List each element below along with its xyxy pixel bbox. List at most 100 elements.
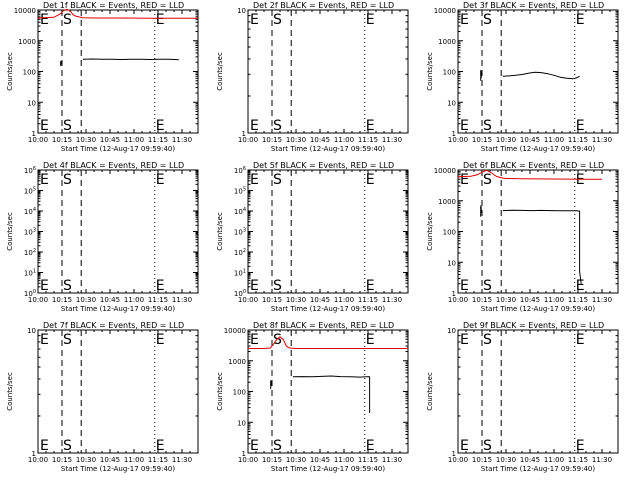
marker-label: S (483, 278, 492, 294)
x-axis-label: Start Time (12-Aug-17 09:59:40) (271, 465, 385, 473)
x-tick-label: 11:30 (592, 296, 612, 304)
y-tick-label: 101 (234, 269, 246, 278)
marker-label: E (366, 118, 375, 134)
y-tick-label: 10000 (434, 167, 456, 175)
x-tick-label: 10:15 (52, 456, 72, 464)
x-tick-label: 11:15 (148, 136, 168, 144)
x-tick-label: 10:45 (310, 296, 330, 304)
x-tick-label: 10:00 (238, 296, 258, 304)
y-axis-label: Counts/sec (426, 52, 434, 91)
panel-title: Det 3f BLACK = Events, RED = LLD (463, 1, 604, 10)
y-tick-label: 100 (24, 289, 36, 298)
y-tick-label: 105 (24, 187, 36, 196)
marker-label: S (63, 172, 72, 188)
x-tick-label: 10:30 (496, 296, 516, 304)
marker-label: E (576, 118, 585, 134)
marker-label: E (460, 332, 469, 348)
events-series-line (82, 58, 179, 61)
panel-det-8: Det 8f BLACK = Events, RED = LLD 10:00 10:… (216, 321, 409, 473)
marker-label: E (156, 172, 165, 188)
x-tick-label: 10:45 (520, 136, 540, 144)
x-tick-label: 10:45 (100, 296, 120, 304)
marker-label: E (576, 438, 585, 454)
y-tick-label: 10 (237, 419, 246, 427)
x-tick-label: 10:45 (100, 456, 120, 464)
y-tick-label: 1 (242, 130, 246, 138)
x-tick-label: 10:15 (262, 456, 282, 464)
x-tick-label: 10:00 (238, 136, 258, 144)
y-tick-label: 100 (233, 389, 246, 397)
marker-label: S (483, 438, 492, 454)
x-axis-label: Start Time (12-Aug-17 09:59:40) (481, 305, 595, 313)
x-tick-label: 11:15 (358, 296, 378, 304)
events-series-line (270, 380, 272, 390)
x-tick-label: 10:00 (448, 456, 468, 464)
marker-label: E (576, 12, 585, 28)
y-axis-label: Counts/sec (216, 212, 224, 251)
marker-label: S (63, 332, 72, 348)
y-axis-label: Counts/sec (6, 52, 14, 91)
marker-label: E (40, 118, 49, 134)
x-axis-label: Start Time (12-Aug-17 09:59:40) (481, 465, 595, 473)
x-tick-label: 11:30 (592, 456, 612, 464)
marker-label: E (156, 12, 165, 28)
y-tick-label: 103 (234, 228, 246, 237)
marker-label: E (156, 278, 165, 294)
marker-label: E (250, 172, 259, 188)
y-tick-label: 1000 (438, 38, 456, 46)
y-tick-label: 1000 (228, 358, 246, 366)
x-axis-label: Start Time (12-Aug-17 09:59:40) (61, 145, 175, 153)
marker-label: E (366, 172, 375, 188)
marker-label: E (40, 12, 49, 28)
x-tick-label: 11:30 (592, 136, 612, 144)
x-tick-label: 10:00 (28, 296, 48, 304)
y-tick-label: 100 (443, 69, 456, 77)
panel-det-9: Det 9f BLACK = Events, RED = LLD 10:00 10:… (426, 321, 619, 473)
x-tick-label: 11:15 (568, 456, 588, 464)
marker-label: S (63, 278, 72, 294)
y-tick-label: 102 (24, 248, 36, 257)
x-tick-label: 11:15 (148, 296, 168, 304)
events-series-line (60, 60, 62, 67)
marker-label: E (40, 438, 49, 454)
x-tick-label: 10:15 (52, 136, 72, 144)
y-tick-label: 10000 (14, 7, 36, 15)
panel-title: Det 5f BLACK = Events, RED = LLD (253, 161, 394, 170)
events-series-line (480, 205, 482, 217)
events-series-line (292, 375, 371, 413)
x-tick-label: 10:15 (262, 296, 282, 304)
y-tick-label: 102 (234, 248, 246, 257)
marker-label: S (483, 12, 492, 28)
panel-title: Det 9f BLACK = Events, RED = LLD (463, 321, 604, 330)
y-tick-label: 106 (24, 166, 36, 175)
marker-label: S (483, 118, 492, 134)
panel-title: Det 2f BLACK = Events, RED = LLD (253, 1, 394, 10)
x-tick-label: 10:00 (448, 296, 468, 304)
panel-title: Det 6f BLACK = Events, RED = LLD (463, 161, 604, 170)
y-tick-label: 1000 (18, 38, 36, 46)
x-tick-label: 10:00 (28, 456, 48, 464)
marker-label: S (273, 332, 282, 348)
marker-label: E (460, 172, 469, 188)
marker-label: E (40, 278, 49, 294)
panel-title: Det 7f BLACK = Events, RED = LLD (43, 321, 184, 330)
marker-label: E (366, 12, 375, 28)
marker-label: E (156, 118, 165, 134)
x-tick-label: 10:45 (310, 136, 330, 144)
x-tick-label: 11:30 (382, 136, 402, 144)
y-tick-label: 1000 (438, 198, 456, 206)
marker-label: S (273, 438, 282, 454)
y-axis-label: Counts/sec (216, 52, 224, 91)
y-tick-label: 10 (27, 99, 36, 107)
x-tick-label: 11:00 (544, 136, 564, 144)
lld-series-line (37, 8, 198, 19)
x-tick-label: 10:15 (262, 136, 282, 144)
marker-label: S (273, 278, 282, 294)
x-tick-label: 10:00 (238, 456, 258, 464)
y-tick-label: 1 (32, 450, 36, 458)
lld-series-line (457, 169, 602, 180)
marker-label: S (273, 12, 282, 28)
marker-label: E (460, 12, 469, 28)
x-tick-label: 10:30 (286, 456, 306, 464)
y-tick-label: 104 (24, 207, 36, 216)
